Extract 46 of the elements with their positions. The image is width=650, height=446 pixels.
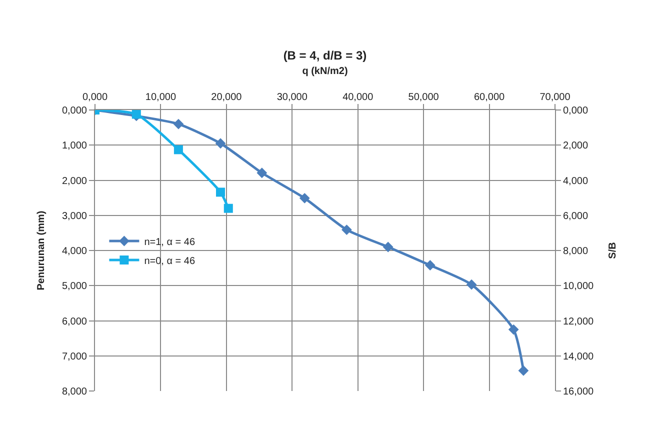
y-tick-label: 2,000 [62, 176, 88, 187]
legend-label: n=1, α = 46 [144, 236, 196, 248]
point [508, 324, 519, 335]
y-tick-label: 7,000 [62, 351, 88, 362]
y2-axis-title: S/B [608, 242, 619, 259]
point [518, 365, 529, 376]
x-tick-label: 60,000 [474, 92, 506, 103]
point [341, 224, 352, 235]
legend-label: n=0, α = 46 [144, 256, 196, 267]
y-axis-title: Penurunan (mm) [36, 210, 47, 290]
y2-tick-label: 6,000 [563, 210, 588, 222]
point [173, 118, 184, 130]
point [132, 110, 141, 119]
point [215, 138, 226, 149]
x-tick-label: 40,000 [342, 92, 374, 103]
y2-tick-label: 12,000 [563, 316, 594, 328]
x-tick-label: 50,000 [408, 92, 440, 103]
y2-tick-label: 0,000 [563, 106, 588, 116]
y2-tick-label: 10,000 [563, 281, 594, 292]
y-tick-label: 5,000 [62, 281, 88, 292]
y2-tick-label: 14,000 [563, 351, 594, 362]
x-axis-title: q (kN/m2) [302, 66, 348, 77]
point [466, 279, 477, 290]
y-tick-label: 0,000 [62, 106, 88, 116]
point [216, 188, 226, 197]
y-tick-label: 6,000 [62, 316, 88, 328]
y2-tick-label: 8,000 [563, 246, 588, 257]
point [224, 204, 233, 213]
x-tick-label: 30,000 [276, 92, 308, 103]
point [299, 192, 310, 204]
y-tick-label: 4,000 [62, 246, 88, 257]
point [174, 145, 183, 154]
x-tick-label: 0,000 [82, 92, 108, 103]
y-tick-label: 3,000 [62, 210, 88, 222]
point [424, 260, 436, 270]
x-tick-label: 10,000 [145, 92, 176, 103]
y2-tick-label: 2,000 [563, 140, 588, 152]
point [256, 168, 268, 178]
y2-tick-label: 4,000 [563, 176, 588, 187]
point [382, 242, 394, 252]
x-tick-label: 20,000 [211, 92, 242, 103]
y-tick-label: 8,000 [62, 386, 88, 398]
y2-tick-label: 16,000 [563, 386, 594, 398]
x-tick-label: 70,000 [540, 92, 571, 103]
chart-title: (B = 4, d/B = 3) [283, 48, 367, 63]
y-tick-label: 1,000 [62, 140, 88, 152]
